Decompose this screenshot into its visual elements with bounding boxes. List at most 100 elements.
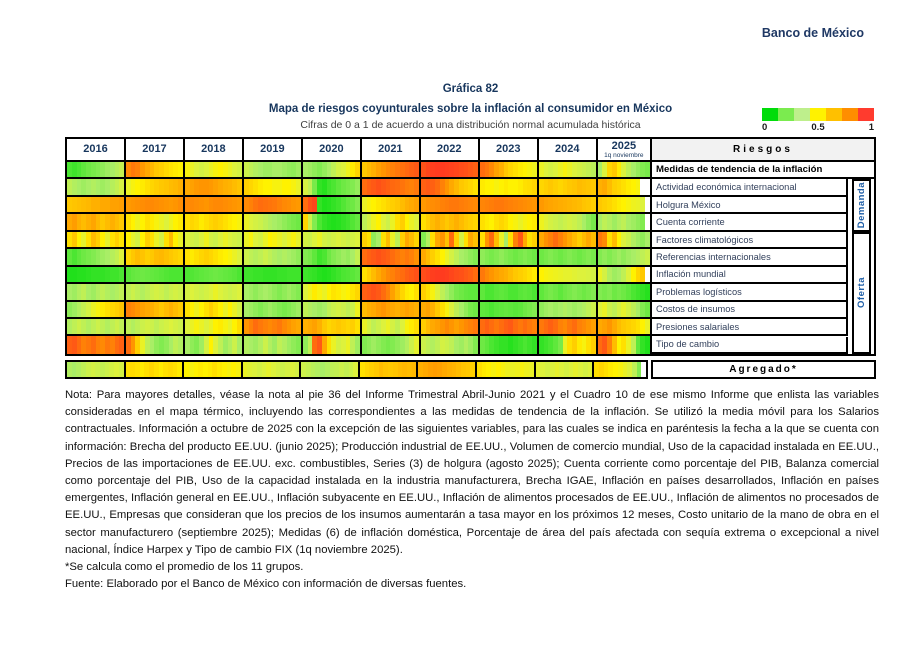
row-label: Presiones salariales <box>652 319 848 337</box>
year-block-2021 <box>359 318 419 335</box>
heat-cell <box>458 266 464 283</box>
heat-cell <box>272 196 278 213</box>
heat-cell <box>168 214 174 230</box>
heat-cell <box>291 196 297 213</box>
heat-cell <box>621 179 627 195</box>
heat-cell <box>326 231 332 248</box>
heat-cell <box>253 179 259 195</box>
heat-cell <box>86 301 91 317</box>
heat-cell <box>494 318 499 335</box>
heat-cell <box>425 162 431 178</box>
heat-cell <box>194 301 200 317</box>
heat-cell <box>194 196 200 213</box>
heat-cell <box>90 318 96 335</box>
heat-cell <box>640 318 646 335</box>
heat-cell <box>626 318 631 335</box>
year-block-2020 <box>299 362 358 377</box>
heat-cell <box>562 214 568 230</box>
heat-cell <box>340 249 346 265</box>
heat-cell <box>227 336 233 354</box>
heat-cell <box>86 284 91 300</box>
heat-cell <box>232 336 238 354</box>
heat-cell <box>463 266 469 283</box>
heat-cell <box>149 284 155 300</box>
heat-cell <box>336 301 341 317</box>
heat-cell <box>371 249 377 265</box>
heat-cell <box>627 362 632 377</box>
heat-cell <box>315 362 321 377</box>
heat-cell <box>317 196 322 213</box>
heat-cell <box>350 318 356 335</box>
year-block-2024 <box>536 162 596 178</box>
heat-cell <box>345 196 351 213</box>
heat-cell <box>404 284 410 300</box>
year-header-2024: 2024 <box>536 139 596 160</box>
heat-cell <box>163 249 169 265</box>
year-block-2017 <box>123 249 183 265</box>
heat-cell <box>463 179 469 195</box>
heat-cell <box>557 284 563 300</box>
heat-cell <box>168 336 174 354</box>
heat-cell <box>557 214 563 230</box>
heat-cell <box>414 318 419 335</box>
heat-cell <box>553 336 558 354</box>
heat-cell <box>465 362 471 377</box>
heat-cell <box>473 249 478 265</box>
year-block-2017 <box>123 196 183 213</box>
heat-cell <box>527 214 533 230</box>
heat-cell <box>409 162 415 178</box>
heat-cell <box>163 318 169 335</box>
heat-cell <box>159 266 164 283</box>
heat-cell <box>119 266 124 283</box>
heat-cell <box>586 196 591 213</box>
heat-cell <box>258 162 263 178</box>
heat-cell <box>86 162 91 178</box>
heat-cell <box>144 336 150 354</box>
heat-cell <box>503 249 509 265</box>
heat-cell <box>154 336 160 354</box>
heat-cell <box>281 231 287 248</box>
heat-cell <box>374 362 379 377</box>
heat-cell <box>221 362 227 377</box>
heat-cell <box>217 362 222 377</box>
year-block-2025 <box>595 249 650 265</box>
heat-cell <box>361 301 367 317</box>
heat-cell <box>81 362 86 377</box>
year-header-2021: 2021 <box>359 139 419 160</box>
heat-cell <box>587 362 593 377</box>
heat-cell <box>597 266 603 283</box>
heat-cell <box>635 284 641 300</box>
heat-cell <box>420 284 426 300</box>
heat-cell <box>272 249 278 265</box>
heat-cell <box>86 231 91 248</box>
source: Fuente: Elaborado por el Banco de México… <box>65 578 467 591</box>
heat-cell <box>489 231 495 248</box>
heat-cell <box>267 318 273 335</box>
heat-cell <box>451 362 457 377</box>
heat-cell <box>302 336 308 354</box>
heat-cell <box>340 301 346 317</box>
heat-cell <box>114 336 120 354</box>
heat-cell <box>227 179 233 195</box>
heat-cell <box>444 249 450 265</box>
heat-cell <box>581 266 587 283</box>
heat-cell <box>193 362 199 377</box>
heat-cell <box>71 301 77 317</box>
heat-cell <box>277 214 282 230</box>
heat-cell <box>498 266 504 283</box>
heat-cell <box>376 318 381 335</box>
heat-cell <box>645 301 650 317</box>
group-label: Oferta <box>856 277 867 309</box>
heat-cell <box>613 362 618 377</box>
heat-cell <box>527 266 533 283</box>
heat-cell <box>399 179 405 195</box>
heat-cell <box>635 318 641 335</box>
heat-cell <box>159 284 164 300</box>
heat-cell <box>468 162 474 178</box>
year-block-2016 <box>67 318 124 335</box>
heat-cell <box>326 214 332 230</box>
heat-cell <box>213 231 219 248</box>
heat-cell <box>543 301 549 317</box>
heat-cell <box>130 336 136 354</box>
heat-cell <box>262 284 268 300</box>
